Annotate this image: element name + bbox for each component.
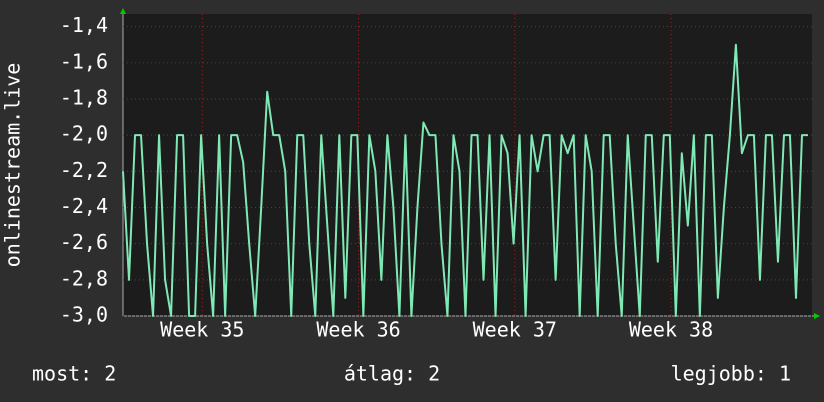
stat-best: legjobb: 1 (671, 362, 791, 386)
y-tick-label: -2,2 (60, 158, 108, 182)
y-axis-label: onlinestream.live (1, 63, 25, 268)
y-tick-label: -1,6 (60, 49, 108, 73)
y-tick-label: -3,0 (60, 303, 108, 327)
x-axis-arrow (814, 313, 820, 319)
y-tick-label: -1,8 (60, 85, 108, 109)
stat-current: most: 2 (32, 362, 116, 386)
x-tick-label: Week 37 (473, 318, 557, 342)
y-axis-arrow (120, 8, 126, 14)
y-tick-label: -2,4 (60, 194, 108, 218)
series-line (122, 43, 808, 317)
y-tick-label: -2,6 (60, 230, 108, 254)
stat-average: átlag: 2 (344, 362, 440, 386)
x-tick-label: Week 35 (160, 318, 244, 342)
y-tick-label: -2,0 (60, 122, 108, 146)
y-tick-label: -2,8 (60, 266, 108, 290)
x-tick-label: Week 38 (629, 318, 713, 342)
y-tick-label: -1,4 (60, 13, 108, 37)
x-tick-label: Week 36 (316, 318, 400, 342)
